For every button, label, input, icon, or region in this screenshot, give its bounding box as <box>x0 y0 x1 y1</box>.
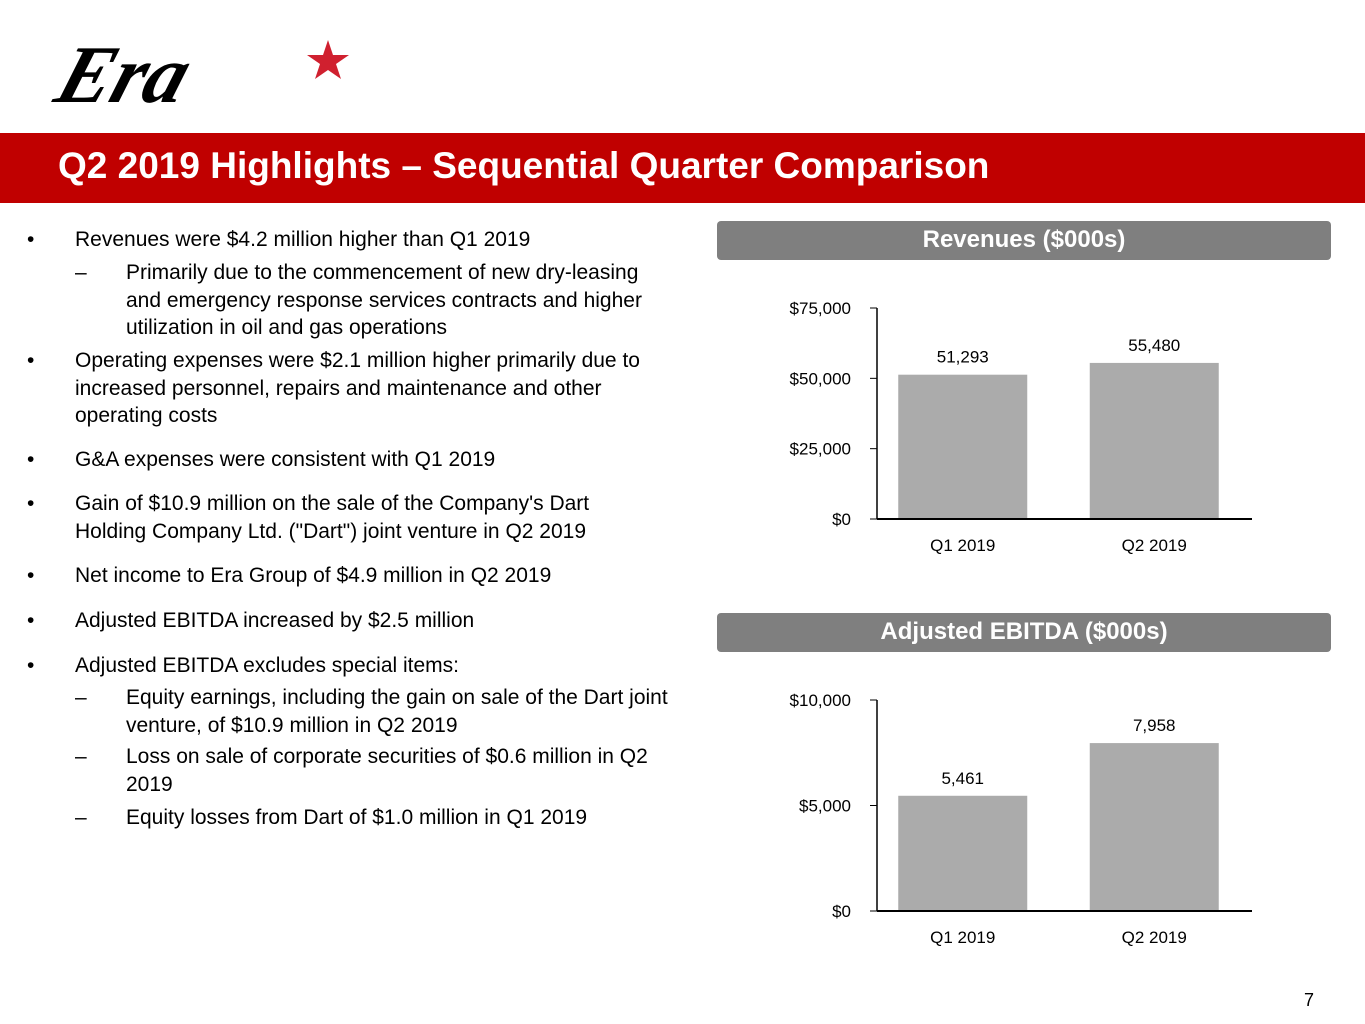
y-tick-label: $5,000 <box>799 797 851 816</box>
y-tick-label: $25,000 <box>790 440 851 459</box>
bullet-marker: • <box>27 654 35 677</box>
x-tick-label: Q1 2019 <box>930 928 995 947</box>
bullet-text: Net income to Era Group of $4.9 million … <box>75 564 552 587</box>
sub-bullet-item: – Equity earnings, including the gain on … <box>75 684 686 739</box>
y-tick-label: $50,000 <box>790 369 851 388</box>
bar-q2-2019 <box>1089 743 1219 911</box>
page-number: 7 <box>1303 990 1314 1010</box>
title-banner: Q2 2019 Highlights – Sequential Quarter … <box>0 133 1365 203</box>
sub-bullet-text: Equity losses from Dart of $1.0 million … <box>126 806 588 829</box>
sub-bullet-item: – Equity losses from Dart of $1.0 million… <box>75 804 686 832</box>
sub-bullet-text: Primarily due to the commencement of new… <box>126 261 642 339</box>
era-logo: Era <box>45 30 365 121</box>
bullet-item: • Adjusted EBITDA excludes special items: <box>27 652 685 680</box>
data-label: 7,958 <box>1133 716 1176 735</box>
bar-q2-2019 <box>1089 362 1219 519</box>
y-tick-label: $0 <box>832 902 851 921</box>
bullet-marker: • <box>27 228 35 251</box>
bullet-text: Adjusted EBITDA excludes special items: <box>75 654 460 677</box>
dash-marker: – <box>75 806 87 829</box>
y-tick-label: $0 <box>832 510 851 529</box>
revenues-chart-title: Revenues ($000s) <box>717 221 1331 260</box>
bullet-item: • Revenues were $4.2 million higher than … <box>27 226 685 254</box>
x-tick-label: Q2 2019 <box>1122 536 1187 555</box>
bullet-marker: • <box>27 349 35 372</box>
bullet-text: Operating expenses were $2.1 million hig… <box>75 349 640 427</box>
bullet-text: Adjusted EBITDA increased by $2.5 millio… <box>75 609 475 632</box>
bullet-marker: • <box>27 564 35 587</box>
bullet-text: Gain of $10.9 million on the sale of the… <box>75 492 590 543</box>
bullet-item: • G&A expenses were consistent with Q1 20… <box>27 446 685 474</box>
dash-marker: – <box>75 745 87 768</box>
bar-q1-2019 <box>898 795 1028 911</box>
y-tick-label: $10,000 <box>790 691 851 710</box>
bar-q1-2019 <box>898 374 1028 519</box>
bullet-item: • Gain of $10.9 million on the sale of th… <box>27 490 655 545</box>
data-label: 55,480 <box>1128 336 1180 355</box>
bullet-item: • Net income to Era Group of $4.9 million… <box>27 562 685 590</box>
bullet-marker: • <box>27 448 35 471</box>
bullet-text: Revenues were $4.2 million higher than Q… <box>75 228 531 251</box>
bullet-marker: • <box>27 492 35 515</box>
ebitda-chart: $0 $5,000 $10,000 5,461 Q1 2019 7,958 Q2 2019 <box>790 691 1252 947</box>
ebitda-chart-title: Adjusted EBITDA ($000s) <box>717 613 1331 652</box>
bullet-item: • Operating expenses were $2.1 million hi… <box>27 347 685 430</box>
x-tick-label: Q2 2019 <box>1122 928 1187 947</box>
x-tick-label: Q1 2019 <box>930 536 995 555</box>
sub-bullet-text: Loss on sale of corporate securities of … <box>126 745 648 796</box>
dash-marker: – <box>75 686 87 709</box>
sub-bullet-text: Equity earnings, including the gain on s… <box>126 686 668 737</box>
data-label: 51,293 <box>937 348 989 367</box>
data-label: 5,461 <box>941 769 984 788</box>
svg-text:Era: Era <box>45 30 203 120</box>
sub-bullet-item: – Primarily due to the commencement of ne… <box>75 259 666 342</box>
y-tick-label: $75,000 <box>790 299 851 318</box>
bullet-marker: • <box>27 609 35 632</box>
revenues-chart: $0 $25,000 $50,000 $75,000 51,293 Q1 2019 55,4… <box>790 299 1252 555</box>
dash-marker: – <box>75 261 87 284</box>
bullet-item: • Adjusted EBITDA increased by $2.5 milli… <box>27 607 685 635</box>
page-title: Q2 2019 Highlights – Sequential Quarter … <box>58 145 990 186</box>
sub-bullet-item: – Loss on sale of corporate securities of… <box>75 743 666 798</box>
bullet-text: G&A expenses were consistent with Q1 201… <box>75 448 496 471</box>
